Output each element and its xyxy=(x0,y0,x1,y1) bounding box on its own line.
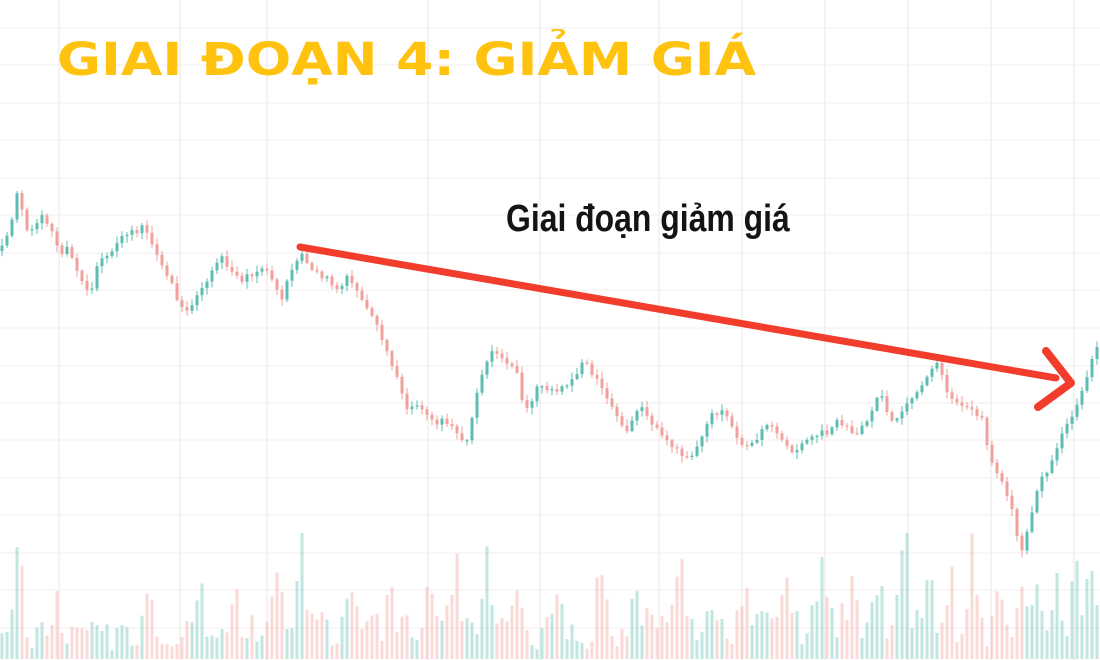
chart-annotation: Giai đoạn giảm giá xyxy=(506,200,844,238)
candlesticks xyxy=(0,190,1099,558)
page-title-text: GIAI ĐOẠN 4: GIẢM GIÁ xyxy=(57,33,757,86)
volume-bars xyxy=(0,533,1099,659)
page-title: GIAI ĐOẠN 4: GIẢM GIÁ xyxy=(57,37,756,82)
downtrend-arrow xyxy=(296,243,1075,411)
chart-annotation-text: Giai đoạn giảm giá xyxy=(506,198,790,240)
